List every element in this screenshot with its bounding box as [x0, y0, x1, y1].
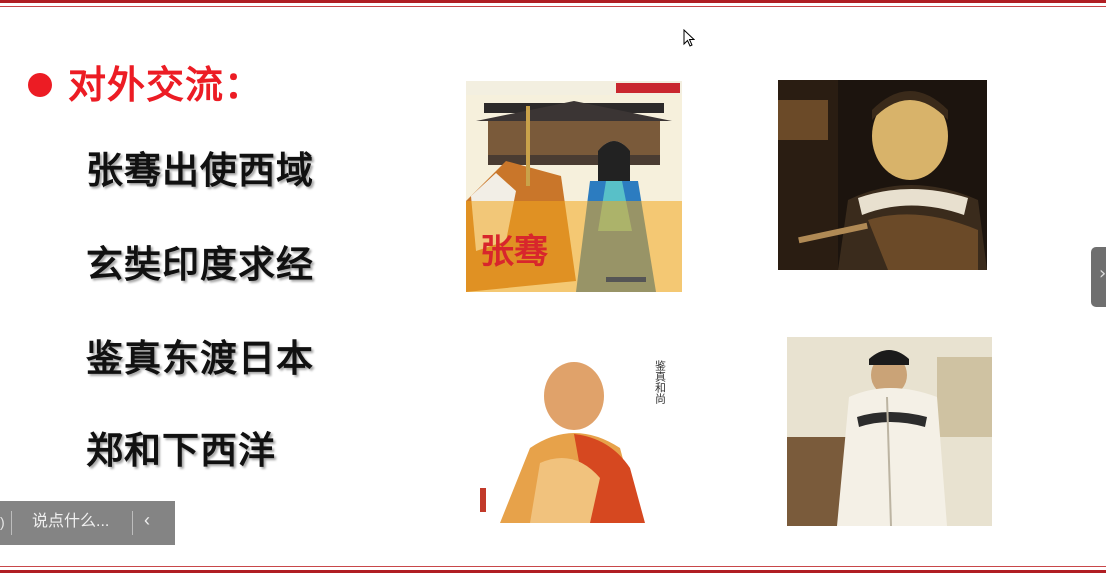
- top-border-thin: [0, 6, 1106, 7]
- list-item-jianzhen: 鉴真东渡日本: [86, 337, 314, 380]
- side-panel-toggle[interactable]: ›: [1091, 247, 1106, 307]
- collapse-button[interactable]: ‹: [144, 510, 150, 530]
- zhangqian-cover-image: 张骞: [466, 81, 682, 292]
- comment-bar-left-glyph: ): [0, 514, 5, 530]
- list-item-xuanzang: 玄奘印度求经: [86, 243, 314, 286]
- svg-text:张骞: 张骞: [480, 232, 548, 272]
- chevron-right-icon: ›: [1099, 263, 1106, 284]
- comment-bar: ) 说点什么... ‹: [0, 501, 175, 545]
- list-item-zhangqian: 张骞出使西域: [86, 149, 314, 192]
- list-item-zhenghe: 郑和下西洋: [86, 429, 276, 472]
- divider: [11, 511, 12, 535]
- top-border-thick: [0, 0, 1106, 3]
- slide-title-row: 对外交流：: [28, 66, 263, 104]
- slide-title: 对外交流：: [68, 63, 264, 107]
- jianzhen-portrait-image: 鉴真和尚: [470, 338, 682, 523]
- bullet-icon: [28, 73, 52, 97]
- comment-input[interactable]: 说点什么...: [32, 513, 110, 530]
- svg-text:鉴真和尚: 鉴真和尚: [654, 360, 667, 405]
- divider: [132, 511, 133, 535]
- xuanzang-portrait-image: [778, 80, 987, 270]
- bottom-border-thin: [0, 566, 1106, 567]
- mouse-cursor-icon: [683, 29, 695, 47]
- zhenghe-portrait-image: [787, 337, 992, 526]
- bottom-border-thick: [0, 570, 1106, 573]
